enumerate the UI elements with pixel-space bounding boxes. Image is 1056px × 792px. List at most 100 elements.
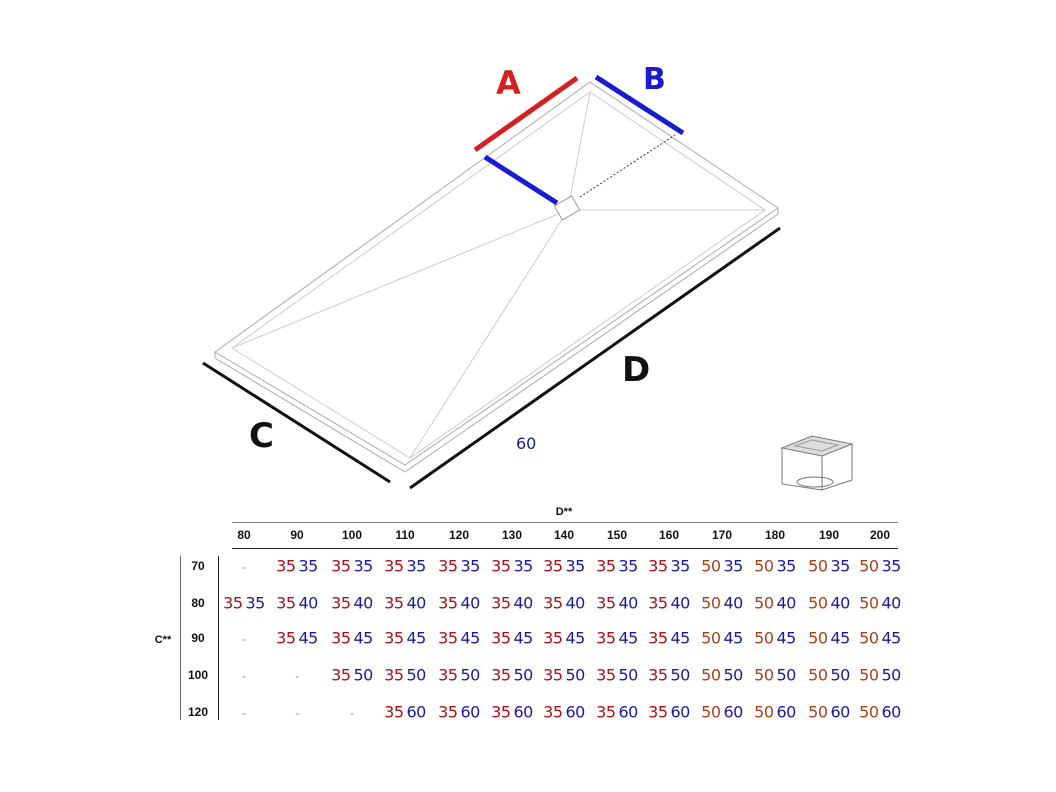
- column-header: 120: [448, 528, 470, 542]
- value-b: 60: [830, 702, 851, 722]
- value-b: 60: [406, 702, 427, 722]
- table-cell: 35 50: [491, 666, 533, 685]
- value-b: 40: [298, 593, 319, 613]
- table-cell: 35 35: [276, 557, 318, 576]
- value-a: 50: [859, 593, 879, 613]
- value-b: 45: [618, 628, 639, 648]
- value-b: 40: [618, 593, 639, 613]
- table-cell: 35 50: [648, 666, 690, 685]
- value-a: 35: [491, 665, 511, 685]
- label-d: D: [622, 350, 651, 390]
- value-a: 35: [596, 702, 616, 722]
- value-b: 45: [723, 628, 744, 648]
- value-a: 35: [648, 665, 668, 685]
- tray-outline: [214, 81, 779, 466]
- table-cell: 50 45: [701, 629, 743, 648]
- value-a: 35: [596, 593, 616, 613]
- value-a: 50: [859, 702, 879, 722]
- table-cell: -: [242, 666, 246, 685]
- table-cell: 35 50: [384, 666, 426, 685]
- table-cell: 35 45: [648, 629, 690, 648]
- value-a: 35: [648, 628, 668, 648]
- table-cell: 35 40: [543, 594, 585, 613]
- value-b: 35: [406, 556, 427, 576]
- value-b: 50: [723, 665, 744, 685]
- value-b: 60: [565, 702, 586, 722]
- table-cell: 35 40: [438, 594, 480, 613]
- value-b: 60: [723, 702, 744, 722]
- value-a: 50: [754, 665, 774, 685]
- value-a: 50: [701, 665, 721, 685]
- value-a: 35: [491, 593, 511, 613]
- value-b: 60: [618, 702, 639, 722]
- value-a: 50: [859, 628, 879, 648]
- value-b: 50: [460, 665, 481, 685]
- table-cell: 50 60: [754, 703, 796, 722]
- value-b: 35: [460, 556, 481, 576]
- table-cell: 50 50: [859, 666, 901, 685]
- table-cell: 35 60: [648, 703, 690, 722]
- row-title: C**: [154, 634, 172, 646]
- table-cell: 35 45: [543, 629, 585, 648]
- value-b: 50: [353, 665, 374, 685]
- value-b: 45: [776, 628, 797, 648]
- value-a: 35: [543, 702, 563, 722]
- value-a: 50: [701, 556, 721, 576]
- table-cell: 35 35: [596, 557, 638, 576]
- table-cell: 35 35: [648, 557, 690, 576]
- row-header: 100: [187, 668, 209, 682]
- value-a: 35: [331, 593, 351, 613]
- table-cell: 50 40: [859, 594, 901, 613]
- value-b: 35: [830, 556, 851, 576]
- table-cell: -: [242, 703, 246, 722]
- value-b: 50: [670, 665, 691, 685]
- table-cell: 35 60: [384, 703, 426, 722]
- table-cell: 35 60: [438, 703, 480, 722]
- value-a: 35: [491, 628, 511, 648]
- value-b: 60: [881, 702, 902, 722]
- value-a: 35: [648, 556, 668, 576]
- table-cell: 50 60: [701, 703, 743, 722]
- table-cell: 35 50: [543, 666, 585, 685]
- value-b: 45: [460, 628, 481, 648]
- column-header: 170: [711, 528, 733, 542]
- table-cell: -: [242, 557, 246, 576]
- column-header: 150: [606, 528, 628, 542]
- value-b: 45: [830, 628, 851, 648]
- value-b: 35: [298, 556, 319, 576]
- value-b: 35: [776, 556, 797, 576]
- value-b: 40: [406, 593, 427, 613]
- empty-mark: -: [242, 706, 246, 721]
- table-cell: 35 45: [596, 629, 638, 648]
- table-cell: 35 35: [331, 557, 373, 576]
- value-b: 50: [830, 665, 851, 685]
- value-a: 50: [754, 556, 774, 576]
- value-a: 50: [808, 556, 828, 576]
- row-header: 120: [187, 705, 209, 719]
- column-header: 200: [869, 528, 891, 542]
- value-b: 35: [565, 556, 586, 576]
- value-b: 40: [353, 593, 374, 613]
- table-cell: 35 60: [596, 703, 638, 722]
- value-a: 35: [331, 556, 351, 576]
- table-cell: -: [350, 703, 354, 722]
- row-header: 70: [191, 559, 205, 573]
- value-b: 40: [460, 593, 481, 613]
- value-a: 50: [754, 702, 774, 722]
- value-b: 40: [513, 593, 534, 613]
- table-cell: 50 35: [754, 557, 796, 576]
- value-a: 35: [276, 628, 296, 648]
- value-a: 35: [543, 665, 563, 685]
- table-cell: 35 40: [331, 594, 373, 613]
- value-a: 35: [438, 556, 458, 576]
- value-b: 45: [353, 628, 374, 648]
- table-cell: 35 45: [438, 629, 480, 648]
- tray-inner: [231, 91, 766, 459]
- value-a: 35: [438, 628, 458, 648]
- table-cell: 35 35: [384, 557, 426, 576]
- value-b: 35: [881, 556, 902, 576]
- table-left-rule: [180, 556, 181, 720]
- value-a: 50: [754, 593, 774, 613]
- empty-mark: -: [242, 560, 246, 575]
